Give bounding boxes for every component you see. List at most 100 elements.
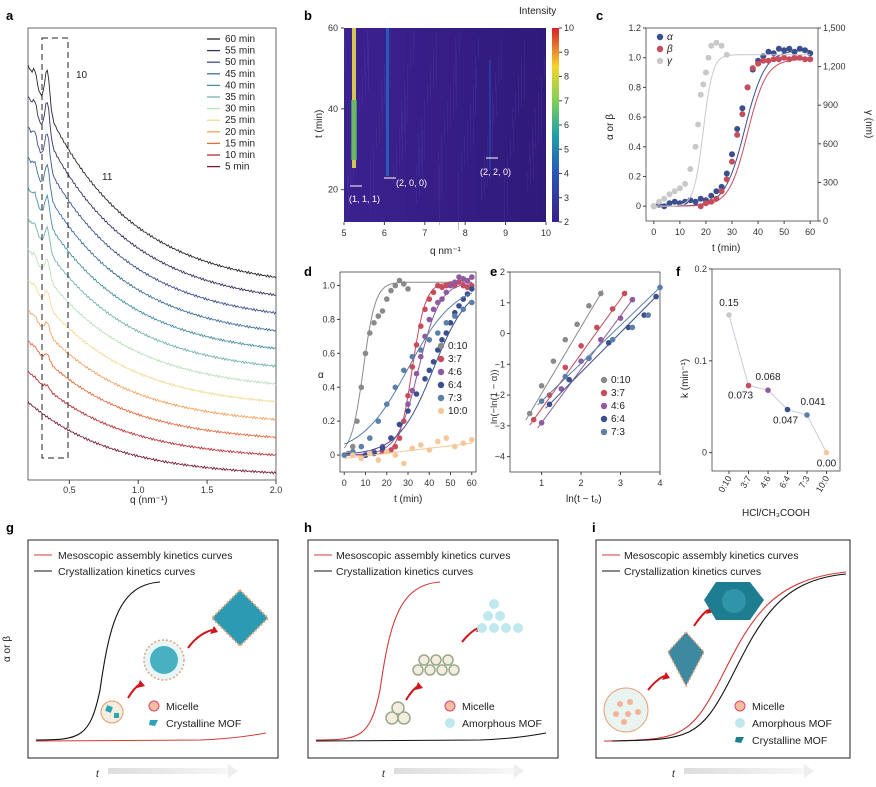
legend-label: 10:0: [448, 406, 468, 417]
point-β: [760, 57, 767, 64]
xtick-label: 9: [503, 228, 508, 238]
panel-b-xlabel: q nm⁻¹: [430, 246, 462, 257]
xtick-label: 6:4: [777, 474, 792, 490]
point-3:7: [530, 416, 537, 423]
legend-amorphous-i: Amorphous MOF: [752, 718, 832, 730]
k-value-label: 0.047: [773, 415, 798, 426]
ytick-label: 1.0: [628, 53, 641, 63]
legend-label: 6:4: [611, 414, 625, 425]
point-γ: [650, 203, 657, 210]
panel-letter-i: i: [592, 520, 596, 535]
point-10:0: [426, 447, 433, 453]
legend-marker: [437, 355, 445, 363]
cbar-tick-label: 9: [564, 47, 569, 57]
point-α: [786, 45, 793, 52]
point-γ: [702, 69, 709, 76]
point-3:7: [430, 289, 437, 296]
heat-streak: [359, 93, 360, 113]
heatmap-streaks: [344, 28, 545, 230]
point-3:7: [396, 435, 403, 441]
heat-streak: [481, 171, 482, 201]
heat-streak: [492, 90, 493, 150]
point-0:10: [562, 336, 569, 343]
peak-streak-111: [352, 28, 356, 168]
micelle-icon-g: [148, 700, 160, 712]
cbar-tick-label: 10: [564, 23, 574, 33]
point-α: [775, 45, 782, 52]
micelle-sphere-i: [603, 687, 649, 733]
micelle-group-h-1: [385, 701, 411, 725]
panel-c-xlabel: t (min): [712, 243, 740, 254]
cbar-tick-label: 2: [564, 217, 569, 227]
panel-d-ylabel: α: [318, 370, 324, 381]
heat-streak: [461, 153, 462, 173]
panel-f-xlabel: HCl/CH₃COOH: [742, 508, 810, 519]
micelle-icon-h: [444, 700, 456, 712]
ytick-label: 0.6: [322, 348, 335, 358]
heat-streak: [484, 154, 485, 194]
point-γ: [713, 39, 720, 46]
heat-streak: [421, 117, 422, 167]
time-arrow-h: [394, 768, 514, 774]
point-10:0: [460, 440, 467, 447]
heat-streak: [475, 55, 476, 115]
xtick-label: 10: [541, 228, 551, 238]
point-α: [796, 45, 803, 52]
crystallization-curve-i: [611, 573, 847, 742]
heat-streak: [544, 58, 545, 78]
arrow-head-h-1: [415, 682, 423, 690]
legend-black-text-h: Crystallization kinetics curves: [336, 566, 473, 578]
legend-label-55-min: 55 min: [225, 46, 255, 57]
point-0:10: [405, 286, 411, 292]
legend-label-60-min: 60 min: [225, 34, 255, 45]
heat-streak: [350, 144, 351, 184]
heat-streak: [381, 81, 382, 111]
heat-streak: [444, 118, 445, 138]
point-β: [734, 131, 741, 138]
point-10:0: [443, 435, 450, 441]
heat-streak: [496, 86, 497, 116]
legend-marker: [600, 389, 608, 397]
k-point-10:0: [823, 449, 830, 456]
panel-i: i Mesoscopic assembly kinetics curves Cr…: [592, 520, 851, 780]
point-α: [791, 48, 798, 55]
point-β: [775, 56, 782, 63]
legend-label: β: [666, 44, 673, 55]
heat-streak: [430, 66, 431, 96]
point-6:4: [653, 293, 659, 300]
ytick-label: 0.2: [628, 171, 641, 181]
octahedral-mof-i: [667, 630, 705, 688]
y2tick-label: 1,500: [823, 23, 846, 33]
k-value-label: 0.073: [728, 391, 753, 402]
point-0:10: [384, 296, 390, 302]
point-4:6: [439, 296, 445, 302]
panel-e-plot: 1 2 3 4 2 1 0 −1 −2 −3 −4 0:10 3:7 4:6 6:4 7:3: [495, 267, 663, 488]
ytick-label: 1.2: [628, 23, 641, 33]
curve-20-min: [27, 310, 277, 422]
xtick-label: 0: [651, 227, 656, 237]
heat-streak: [538, 92, 539, 142]
fit-line-β: [653, 58, 811, 207]
point-α: [671, 198, 678, 205]
amorphous-mof-group-h: [477, 599, 523, 633]
point-γ: [656, 198, 662, 205]
point-β: [770, 56, 777, 63]
panel-g: g Mesoscopic assembly kinetics curves Cr…: [2, 520, 279, 780]
point-4:6: [409, 387, 416, 394]
point-10:0: [375, 457, 382, 463]
legend-marker: [437, 394, 445, 402]
point-β: [708, 198, 715, 205]
legend-crystalline-i: Crystalline MOF: [752, 735, 827, 747]
point-0:10: [362, 350, 369, 357]
heat-streak: [402, 112, 403, 162]
point-γ: [692, 143, 699, 150]
xtick-label: 1: [539, 478, 544, 488]
point-γ: [695, 121, 702, 128]
peak-region-box: [41, 37, 69, 459]
point-3:7: [609, 306, 616, 312]
point-γ: [705, 54, 712, 61]
legend-label-50-min: 50 min: [225, 57, 255, 68]
heat-streak: [396, 146, 397, 176]
assembly-curve-i: [603, 571, 847, 742]
k-trend-line: [728, 314, 827, 453]
